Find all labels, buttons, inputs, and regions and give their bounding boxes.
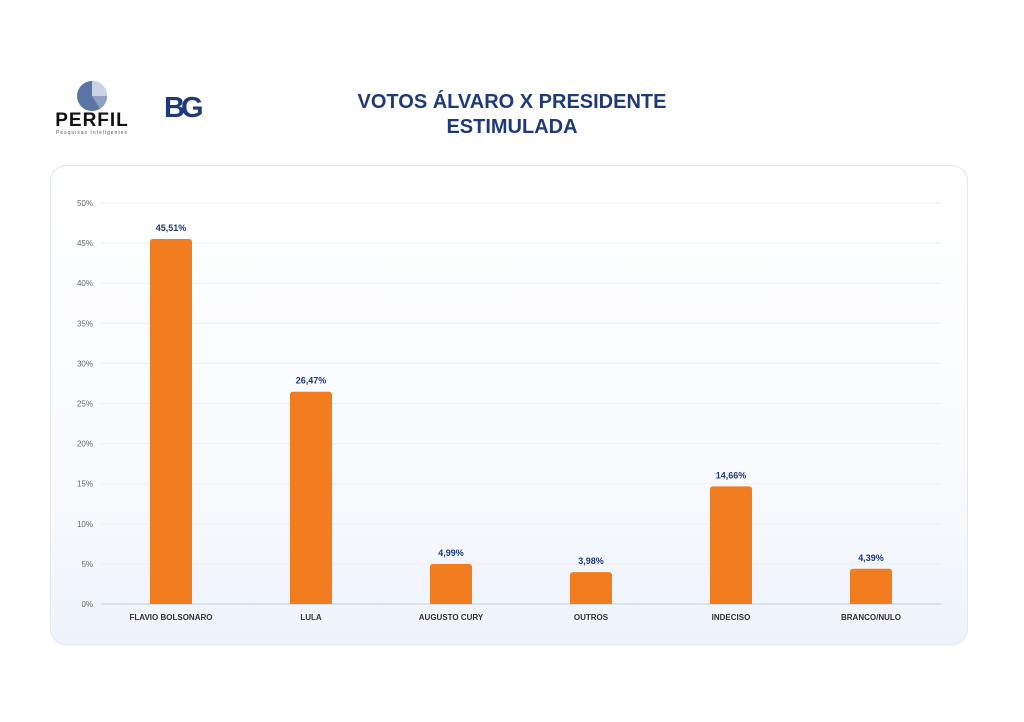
data-label: 26,47% (296, 376, 327, 386)
x-tick-label: LULA (300, 613, 322, 622)
x-tick-label: BRANCO/NULO (841, 613, 901, 622)
chart-title-line1: VOTOS ÁLVARO X PRESIDENTE (357, 91, 667, 113)
logo-perfil-tagline: Pesquisas Inteligentes (55, 130, 129, 136)
bar (710, 486, 752, 604)
chart-title: VOTOS ÁLVARO X PRESIDENTE ESTIMULADA (262, 90, 762, 140)
y-tick-label: 10% (77, 520, 93, 529)
x-tick-label: AUGUSTO CURY (419, 613, 484, 622)
x-tick-label: INDECISO (712, 613, 751, 622)
chart-title-line2: ESTIMULADA (446, 116, 578, 138)
bar (290, 391, 332, 604)
bar (150, 239, 192, 604)
logo-perfil-text: PERFIL (55, 110, 129, 131)
chart-card: 0% 5% 10% 15% 20% 25% 30% 35% 40% 45% 50% 45,51% FLA… (50, 165, 968, 645)
y-tick-label: 25% (77, 400, 93, 409)
bar (430, 563, 472, 604)
data-label: 4,39% (858, 553, 884, 563)
bar-chart: 0% 5% 10% 15% 20% 25% 30% 35% 40% 45% 50% 45,51% FLA… (77, 199, 941, 622)
bg-logo-icon: BG (164, 92, 206, 124)
y-tick-label: 30% (77, 359, 93, 368)
y-tick-label: 45% (77, 239, 93, 248)
y-tick-label: 50% (77, 199, 93, 208)
data-label: 45,51% (156, 223, 187, 233)
data-label: 3,98% (578, 556, 604, 566)
y-tick-label: 15% (77, 480, 93, 489)
y-tick-label: 0% (81, 600, 93, 609)
logo-perfil: PERFIL Pesquisas Inteligentes (46, 80, 138, 136)
x-tick-label: OUTROS (574, 613, 609, 622)
y-tick-label: 40% (77, 279, 93, 288)
bar (850, 568, 892, 604)
y-tick-label: 35% (77, 319, 93, 328)
data-label: 4,99% (438, 548, 464, 558)
bar (570, 572, 612, 604)
logo-bg: BG (164, 90, 210, 124)
y-tick-label: 5% (81, 560, 93, 569)
logo-bg-text: BG (164, 92, 202, 122)
y-tick-label: 20% (77, 440, 93, 449)
pie-logo-icon (77, 81, 108, 111)
data-label: 14,66% (716, 470, 747, 480)
x-tick-label: FLAVIO BOLSONARO (130, 613, 213, 622)
